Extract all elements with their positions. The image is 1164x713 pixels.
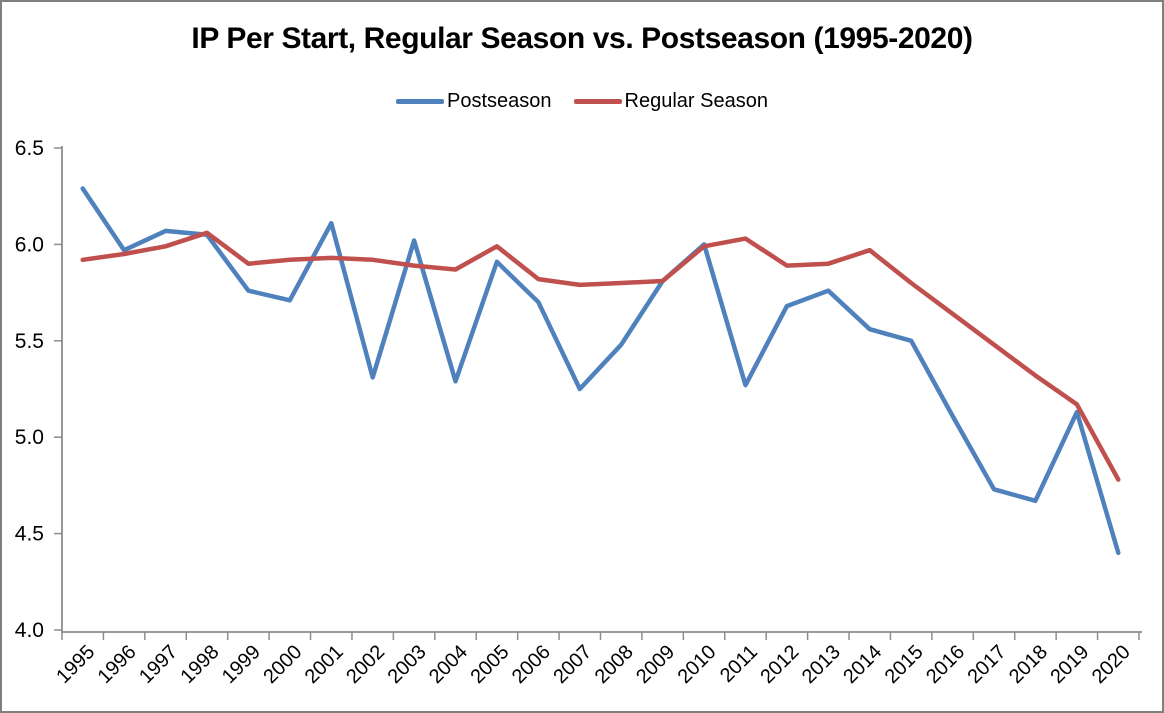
x-tick-label: 2000	[259, 641, 306, 688]
x-tick-label: 1996	[94, 641, 141, 688]
x-tick-label: 2014	[839, 641, 886, 688]
legend-item-regular-season: Regular Season	[573, 90, 768, 113]
y-tick-label: 6.5	[15, 137, 44, 160]
legend-item-postseason: Postseason	[396, 90, 552, 113]
chart-title: IP Per Start, Regular Season vs. Postsea…	[191, 22, 973, 55]
y-tick-label: 6.0	[15, 233, 44, 256]
x-tick-label: 1995	[52, 641, 99, 688]
y-tick-label: 5.0	[15, 426, 44, 449]
x-tick-label: 2003	[384, 641, 431, 688]
x-tick-label: 2015	[881, 641, 928, 688]
x-tick-label: 2002	[342, 641, 389, 688]
legend-label-postseason: Postseason	[447, 90, 552, 112]
y-tick-label: 4.0	[15, 619, 44, 642]
x-tick-label: 2001	[301, 641, 348, 688]
x-tick-label: 2018	[1005, 641, 1052, 688]
regular-season-line-swatch-icon	[573, 99, 622, 104]
y-tick-label: 5.5	[15, 330, 44, 353]
series-line-regular-season	[80, 230, 1121, 482]
x-tick-label: 2016	[922, 641, 969, 688]
postseason-line-swatch-icon	[396, 99, 445, 104]
x-tick-label: 2008	[591, 641, 638, 688]
x-tick-label: 2019	[1046, 641, 1093, 688]
y-tick-label: 4.5	[15, 523, 44, 546]
x-tick-label: 2017	[964, 641, 1011, 688]
x-tick-label: 2004	[425, 641, 472, 688]
x-tick-label: 2012	[756, 641, 803, 688]
legend-label-regular-season: Regular Season	[624, 90, 768, 112]
x-tick-label: 2005	[466, 641, 513, 688]
series-line-postseason	[80, 186, 1121, 556]
x-tick-label: 2011	[716, 641, 762, 687]
x-tick-label: 1999	[218, 641, 265, 688]
x-tick-label: 1997	[135, 641, 182, 688]
x-tick-label: 2007	[549, 641, 596, 688]
x-tick-label: 1998	[176, 641, 223, 688]
legend: Postseason Regular Season	[0, 90, 1164, 113]
x-tick-label: 2010	[674, 641, 721, 688]
x-tick-label: 2009	[632, 641, 679, 688]
x-tick-label: 2013	[798, 641, 845, 688]
x-tick-label: 2006	[508, 641, 555, 688]
x-tick-label: 2020	[1088, 641, 1135, 688]
